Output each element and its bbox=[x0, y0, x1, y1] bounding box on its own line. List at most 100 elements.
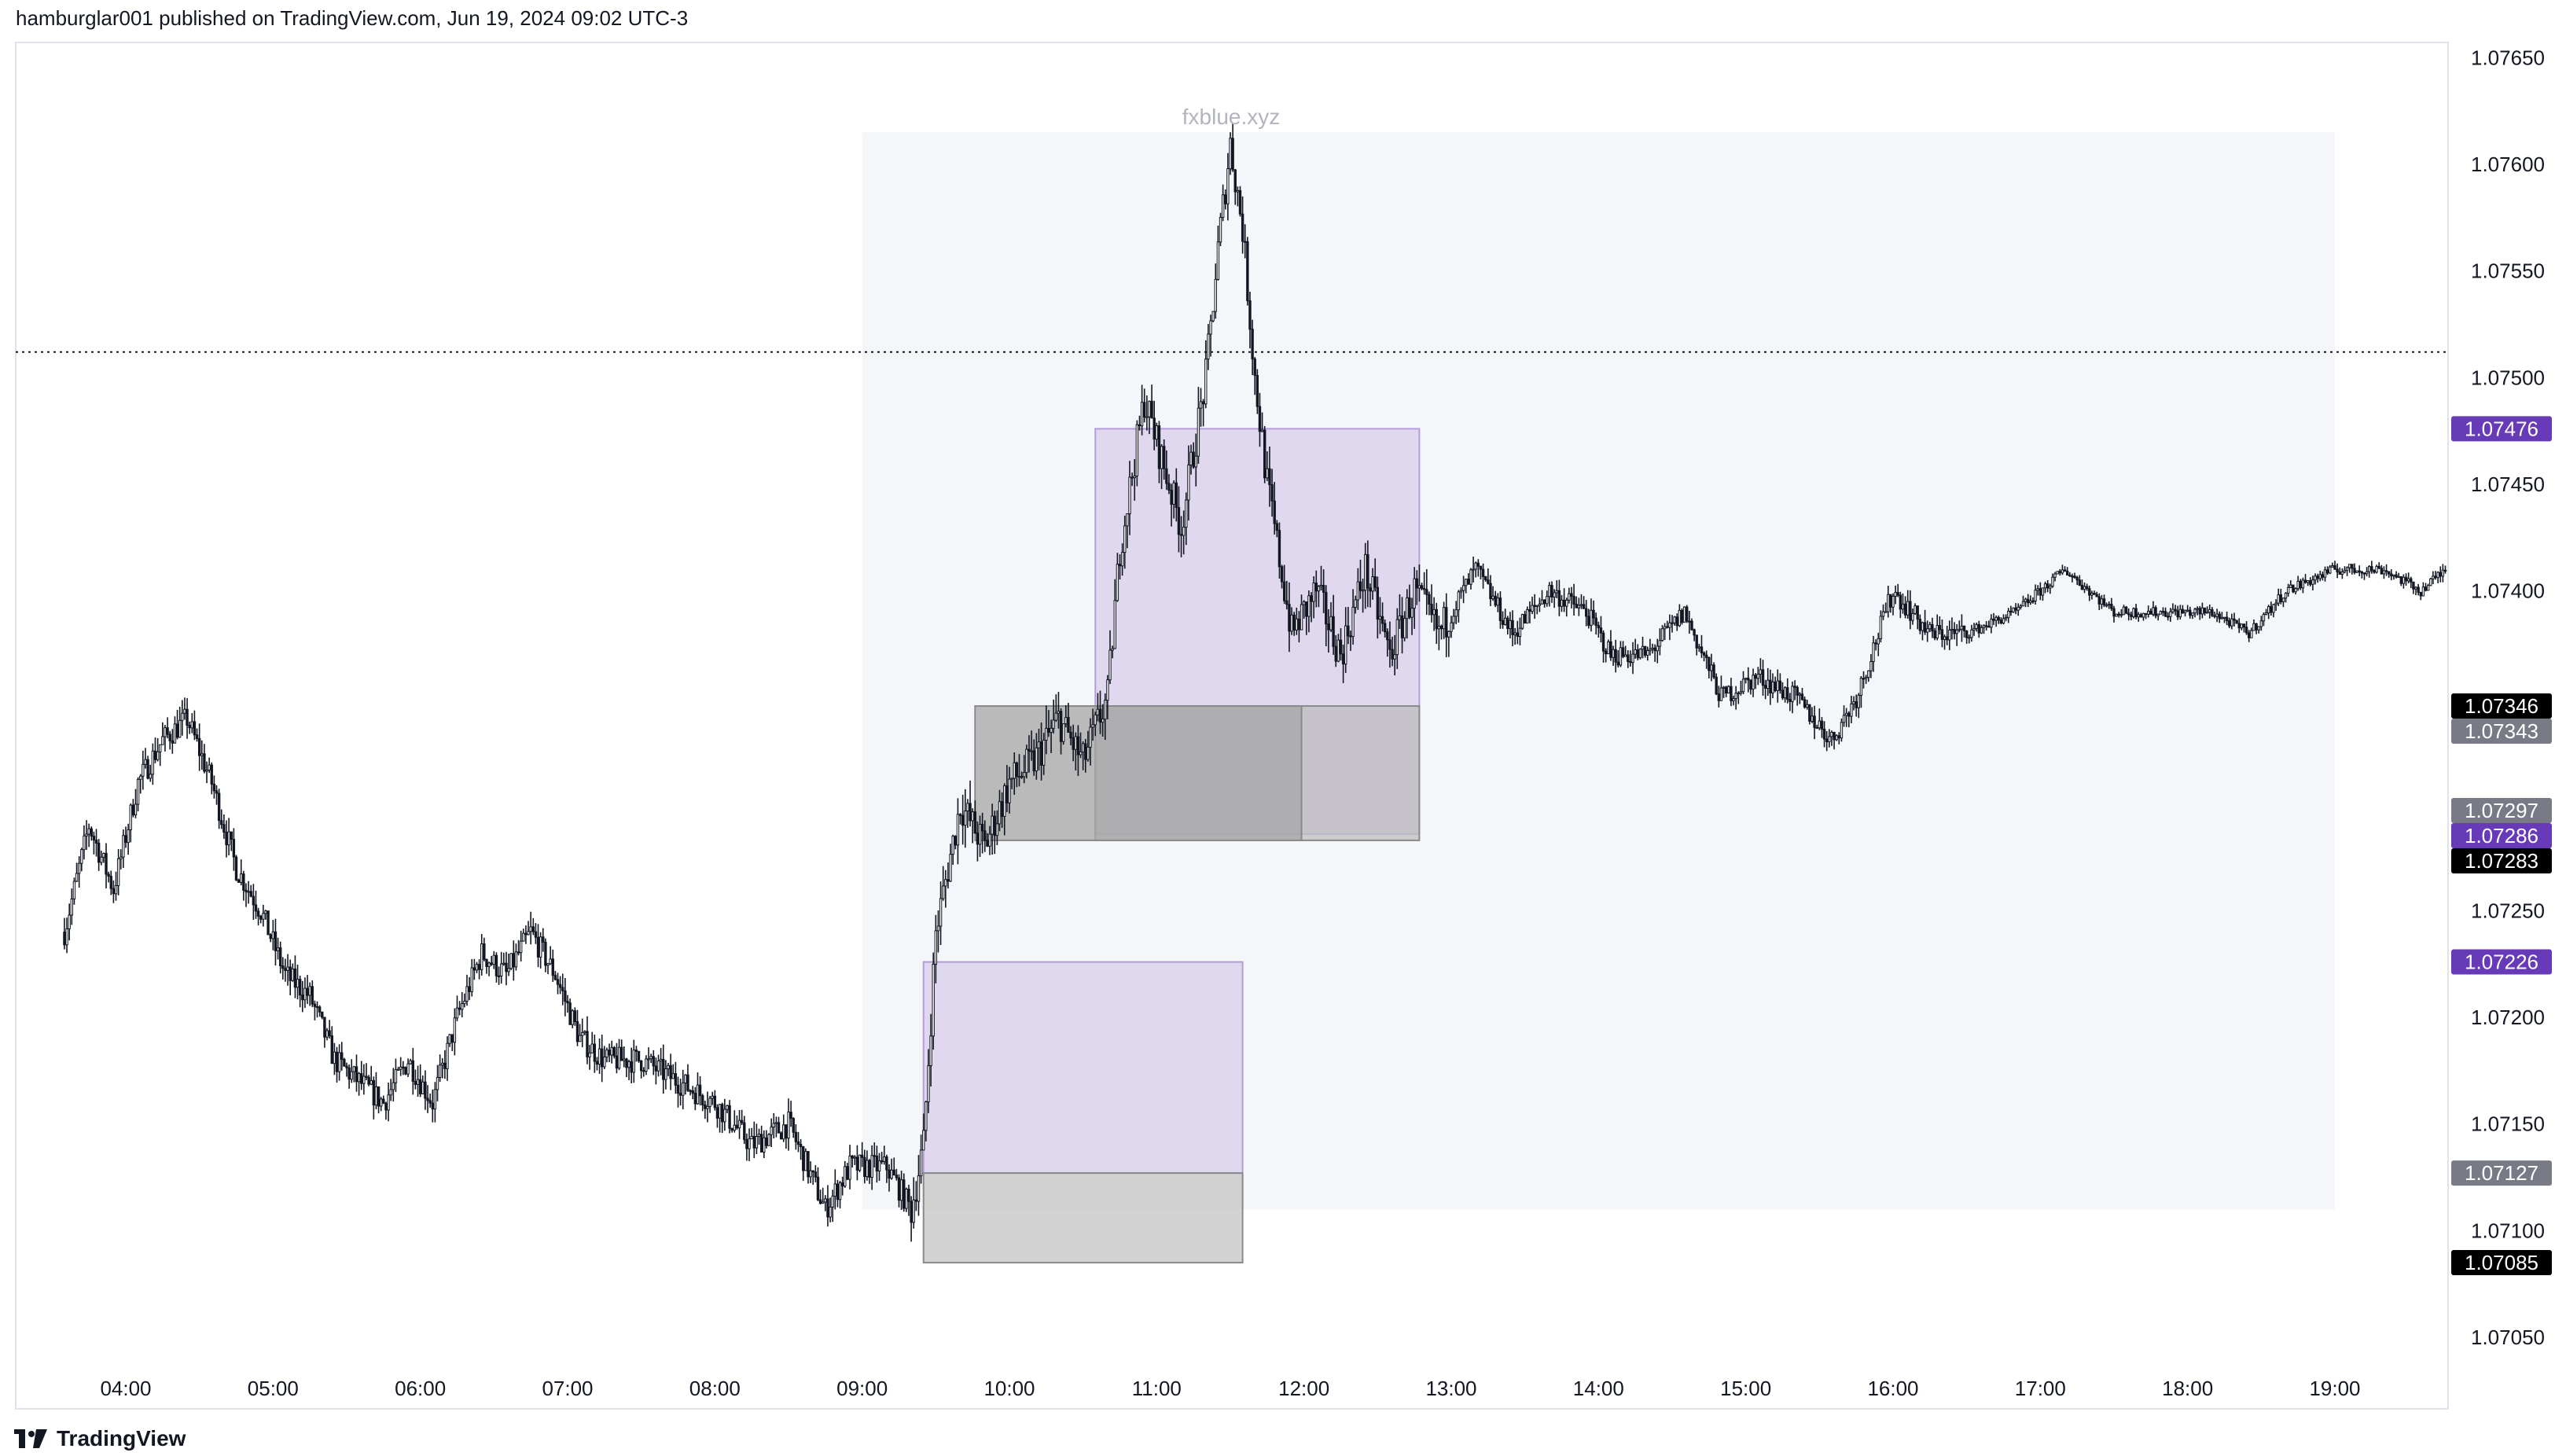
candle bbox=[1425, 589, 1428, 595]
candle bbox=[472, 967, 476, 971]
candle bbox=[1668, 622, 1671, 628]
x-tick-label: 18:00 bbox=[2162, 1377, 2213, 1400]
candle bbox=[1629, 661, 1632, 664]
candle bbox=[1682, 606, 1686, 623]
candle bbox=[1732, 698, 1735, 701]
candle bbox=[75, 873, 79, 882]
candle bbox=[1719, 687, 1723, 701]
candle bbox=[1994, 616, 1998, 621]
candle bbox=[1830, 731, 1833, 737]
price-tag[interactable] bbox=[2451, 693, 2552, 719]
candle bbox=[369, 1079, 373, 1085]
zone-purple-1[interactable] bbox=[922, 961, 1244, 1175]
candle bbox=[153, 750, 157, 760]
candle bbox=[72, 881, 76, 899]
candle bbox=[914, 1199, 918, 1202]
price-tag[interactable] bbox=[2451, 719, 2552, 745]
candle bbox=[1546, 596, 1549, 605]
candle bbox=[696, 1084, 700, 1105]
candle bbox=[1842, 715, 1846, 723]
candle bbox=[2218, 613, 2221, 620]
candle bbox=[1857, 694, 1860, 708]
plot-area[interactable] bbox=[15, 42, 2449, 1410]
candle bbox=[2264, 612, 2268, 616]
candle bbox=[2100, 598, 2104, 605]
candle bbox=[380, 1098, 383, 1107]
candle bbox=[1474, 562, 1477, 570]
candle bbox=[2311, 579, 2314, 585]
candle bbox=[2248, 632, 2251, 638]
candle bbox=[730, 1127, 733, 1131]
candle bbox=[475, 964, 479, 971]
candle bbox=[1511, 620, 1514, 635]
candle bbox=[1402, 618, 1406, 638]
candle bbox=[1916, 605, 1919, 620]
candle bbox=[1238, 189, 1242, 215]
price-tag[interactable] bbox=[2451, 949, 2552, 975]
candle bbox=[877, 1160, 881, 1171]
candle bbox=[377, 1086, 380, 1107]
candle bbox=[225, 832, 228, 846]
candle bbox=[1889, 594, 1892, 608]
candle bbox=[1356, 581, 1360, 601]
candle bbox=[1327, 623, 1330, 631]
candle bbox=[2156, 613, 2160, 616]
price-tag-label: 1.07127 bbox=[2465, 1161, 2538, 1185]
candle bbox=[372, 1079, 376, 1106]
candle bbox=[1634, 649, 1637, 655]
candle bbox=[816, 1176, 820, 1200]
candle bbox=[1926, 628, 1929, 633]
candle bbox=[1165, 468, 1168, 484]
price-tag[interactable] bbox=[2451, 797, 2552, 823]
candle bbox=[1167, 483, 1171, 491]
price-tag[interactable] bbox=[2451, 416, 2552, 442]
candle bbox=[249, 891, 252, 897]
candle bbox=[70, 898, 74, 916]
candle bbox=[1516, 632, 1519, 638]
candle bbox=[1072, 737, 1075, 750]
candle bbox=[2222, 616, 2226, 619]
candle bbox=[1081, 743, 1085, 752]
candle bbox=[1501, 620, 1505, 625]
candle bbox=[1609, 641, 1612, 658]
candle bbox=[1157, 425, 1161, 469]
candle bbox=[1459, 590, 1463, 593]
candle bbox=[1523, 614, 1527, 624]
candle bbox=[1325, 591, 1328, 625]
candle bbox=[1351, 606, 1355, 638]
price-tag[interactable] bbox=[2451, 1160, 2552, 1186]
candle bbox=[829, 1206, 832, 1218]
candle bbox=[590, 1043, 594, 1053]
candle bbox=[2314, 575, 2317, 581]
candle bbox=[384, 1102, 388, 1111]
price-tag[interactable] bbox=[2451, 822, 2552, 848]
candle bbox=[134, 803, 138, 816]
zone-gray-2[interactable] bbox=[922, 1172, 1244, 1264]
price-tag[interactable] bbox=[2451, 1250, 2552, 1276]
candle bbox=[1693, 629, 1696, 636]
candle bbox=[1487, 579, 1490, 584]
candle bbox=[1894, 592, 1897, 597]
candle bbox=[726, 1105, 729, 1110]
candle bbox=[610, 1047, 613, 1056]
candle bbox=[90, 828, 93, 837]
candle bbox=[215, 790, 219, 794]
candle bbox=[1079, 751, 1083, 756]
candle bbox=[1074, 736, 1077, 750]
price-tag[interactable] bbox=[2451, 847, 2552, 873]
price-tag-label: 1.07297 bbox=[2465, 799, 2538, 822]
candle bbox=[1627, 654, 1630, 663]
candle bbox=[966, 803, 969, 812]
candle bbox=[222, 824, 226, 833]
candle bbox=[597, 1048, 601, 1065]
candle bbox=[846, 1166, 849, 1180]
candle bbox=[1542, 599, 1546, 605]
candle bbox=[1678, 609, 1682, 627]
candle bbox=[1032, 750, 1035, 772]
price-tag-label: 1.07343 bbox=[2465, 719, 2538, 743]
zone-gray-5[interactable] bbox=[974, 705, 1303, 841]
candle bbox=[396, 1068, 400, 1071]
x-tick-label: 15:00 bbox=[1720, 1377, 1771, 1400]
candle bbox=[2134, 608, 2138, 618]
